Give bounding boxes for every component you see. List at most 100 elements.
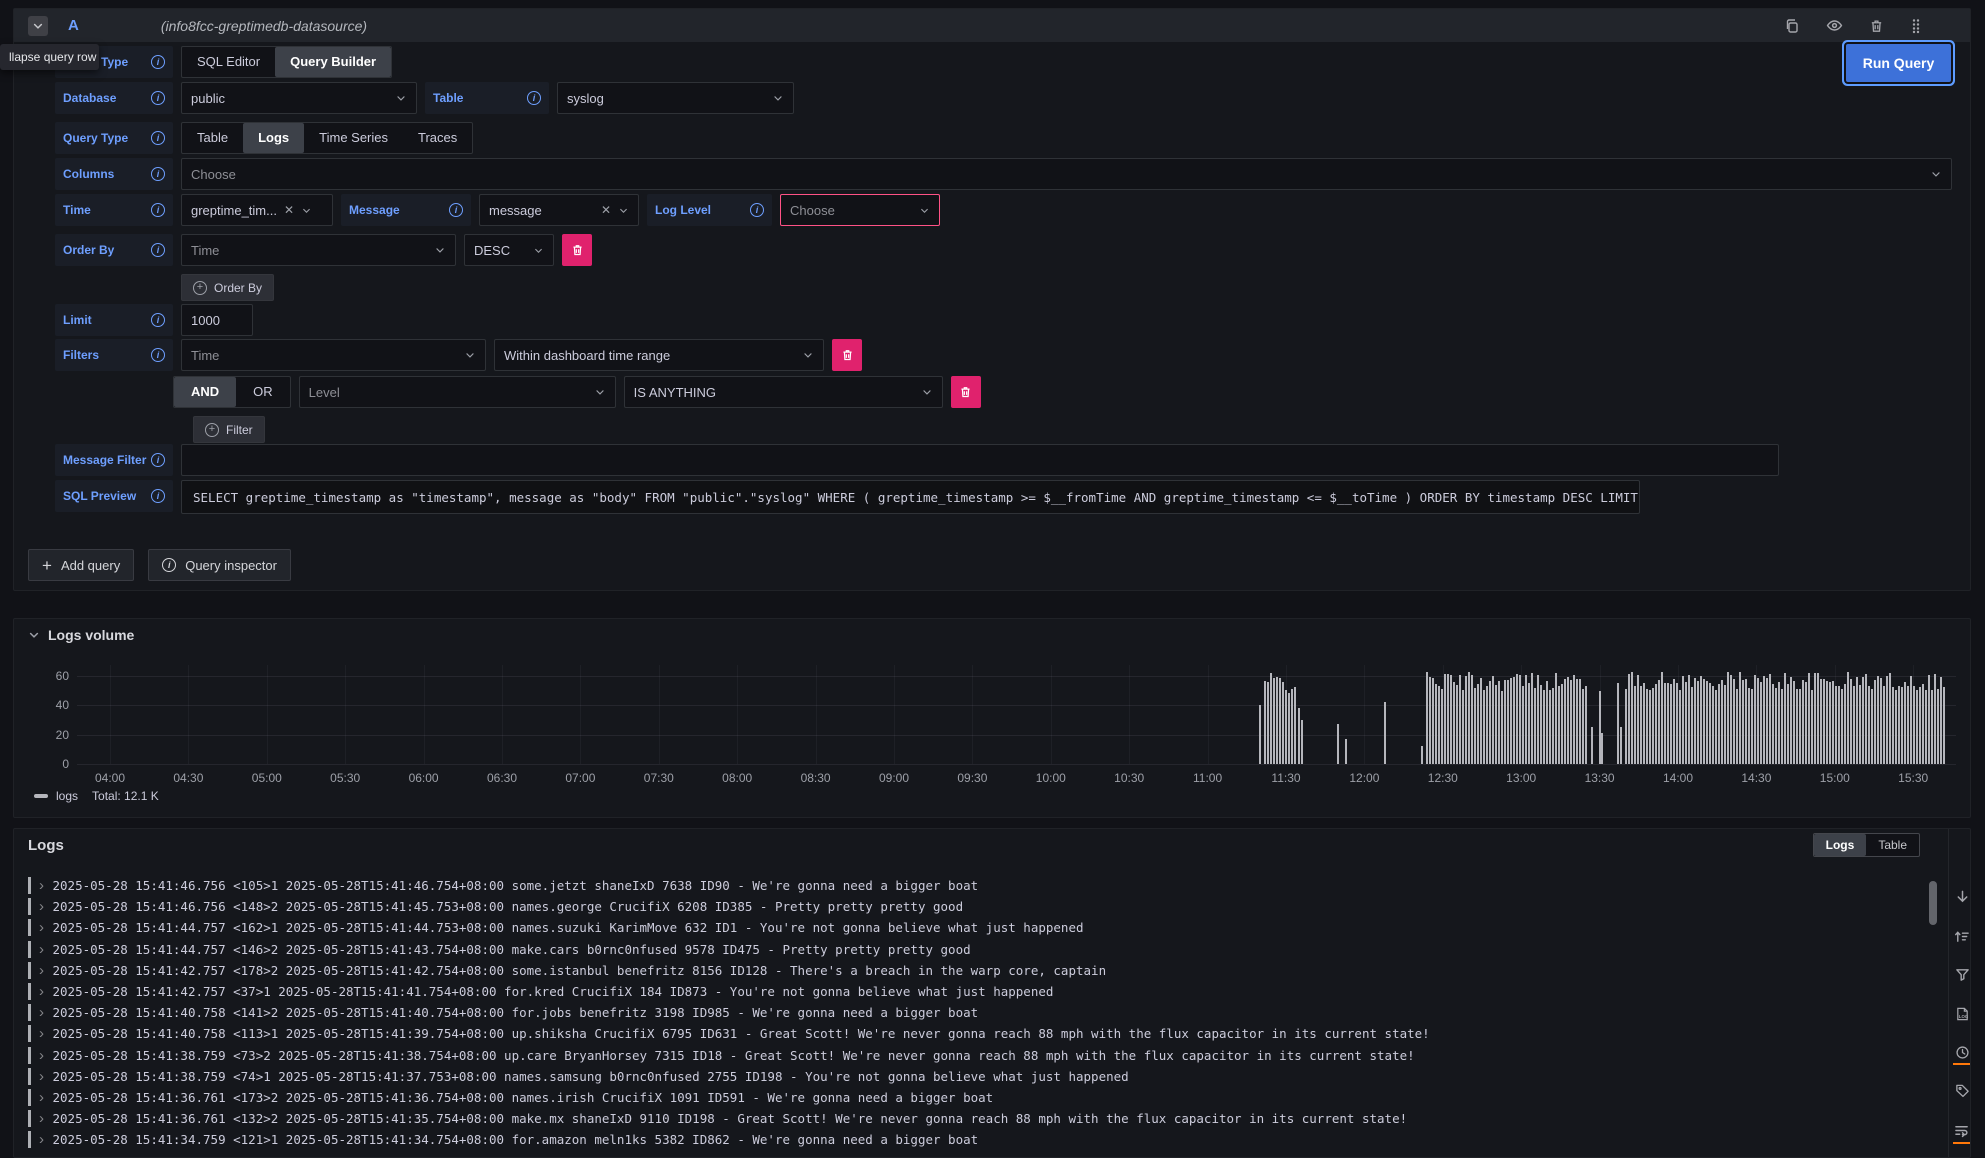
database-select[interactable]: public — [181, 82, 417, 114]
filter-operator-select[interactable]: Within dashboard time range — [494, 339, 824, 371]
info-icon[interactable]: i — [449, 203, 463, 217]
log-row[interactable]: › 2025-05-28 15:41:34.759 <121>1 2025-05-… — [28, 1129, 1918, 1150]
expand-log-row-icon[interactable]: › — [39, 1131, 44, 1149]
tab-sql-editor[interactable]: SQL Editor — [197, 54, 261, 69]
log-level-bar — [28, 961, 31, 979]
tab-query-builder[interactable]: Query Builder — [275, 47, 392, 77]
tab-traces[interactable]: Traces — [418, 130, 458, 145]
time-column-select[interactable]: greptime_tim... ✕ — [181, 194, 333, 226]
columns-select[interactable]: Choose — [181, 158, 1952, 190]
drag-handle-icon[interactable] — [1910, 18, 1922, 34]
expand-log-row-icon[interactable]: › — [39, 961, 44, 979]
remove-filter2-button[interactable] — [950, 376, 981, 408]
log-row[interactable]: › 2025-05-28 15:41:42.757 <178>2 2025-05-… — [28, 960, 1918, 981]
clear-icon[interactable]: ✕ — [283, 203, 295, 217]
log-row[interactable]: › 2025-05-28 15:41:44.757 <146>2 2025-05-… — [28, 939, 1918, 960]
expand-log-row-icon[interactable]: › — [39, 877, 44, 895]
expand-log-row-icon[interactable]: › — [39, 1025, 44, 1043]
hide-response-icon[interactable] — [1826, 17, 1843, 34]
query-row-header[interactable]: A (info8fcc-greptimedb-datasource) — [14, 9, 1970, 42]
filter2-field-select[interactable]: Level — [298, 376, 616, 408]
expand-log-row-icon[interactable]: › — [39, 983, 44, 1001]
expand-log-row-icon[interactable]: › — [39, 1088, 44, 1106]
legend-series-name[interactable]: logs — [56, 789, 79, 803]
volume-bar — [1871, 689, 1874, 764]
info-icon[interactable]: i — [750, 203, 764, 217]
volume-bar — [1919, 686, 1922, 764]
query-inspector-button[interactable]: i Query inspector — [148, 549, 291, 581]
order-by-field-select[interactable]: Time — [181, 234, 456, 266]
log-row[interactable]: › 2025-05-28 15:41:36.761 <173>2 2025-05-… — [28, 1087, 1918, 1108]
log-row[interactable]: › 2025-05-28 15:41:46.756 <105>1 2025-05-… — [28, 875, 1918, 896]
or-option[interactable]: OR — [253, 384, 273, 399]
volume-bar — [1501, 690, 1504, 764]
log-row[interactable]: › 2025-05-28 15:41:40.758 <113>1 2025-05-… — [28, 1023, 1918, 1044]
expand-log-row-icon[interactable]: › — [39, 919, 44, 937]
remove-query-icon[interactable] — [1869, 18, 1884, 34]
tab-logs[interactable]: Logs — [243, 123, 305, 153]
table-select[interactable]: syslog — [557, 82, 794, 114]
scroll-to-bottom-icon[interactable] — [1953, 887, 1970, 905]
log-row[interactable]: › 2025-05-28 15:41:44.757 <162>1 2025-05-… — [28, 917, 1918, 938]
logs-scrollbar[interactable] — [1929, 881, 1937, 925]
info-icon[interactable]: i — [151, 131, 165, 145]
info-icon[interactable]: i — [151, 91, 165, 105]
volume-bar — [1471, 675, 1474, 764]
volume-bar — [1774, 688, 1777, 764]
volume-bar — [1781, 689, 1783, 764]
log-row[interactable]: › 2025-05-28 15:41:42.757 <37>1 2025-05-2… — [28, 981, 1918, 1002]
info-icon[interactable]: i — [151, 348, 165, 362]
info-icon[interactable]: i — [151, 55, 165, 69]
log-row[interactable]: › 2025-05-28 15:41:38.759 <74>1 2025-05-2… — [28, 1066, 1918, 1087]
expand-log-row-icon[interactable]: › — [39, 1067, 44, 1085]
tab-time-series[interactable]: Time Series — [319, 130, 389, 145]
logs-volume-header[interactable]: Logs volume — [28, 627, 134, 643]
collapse-query-row-button[interactable] — [28, 15, 48, 36]
log-row[interactable]: › 2025-05-28 15:41:36.761 <132>2 2025-05-… — [28, 1108, 1918, 1129]
info-icon[interactable]: i — [527, 91, 541, 105]
log-row[interactable]: › 2025-05-28 15:41:38.759 <73>2 2025-05-2… — [28, 1045, 1918, 1066]
info-icon[interactable]: i — [151, 313, 165, 327]
add-filter-button[interactable]: + Filter — [193, 416, 265, 443]
info-icon[interactable]: i — [151, 203, 165, 217]
filter-field-select[interactable]: Time — [181, 339, 486, 371]
filter-logs-icon[interactable] — [1953, 965, 1970, 983]
add-order-by-button[interactable]: + Order By — [181, 274, 275, 301]
info-icon[interactable]: i — [151, 489, 165, 503]
info-icon[interactable]: i — [151, 167, 165, 181]
log-level-select[interactable]: Choose — [780, 194, 940, 226]
expand-log-row-icon[interactable]: › — [39, 940, 44, 958]
message-column-select[interactable]: message ✕ — [479, 194, 639, 226]
duplicate-query-icon[interactable] — [1784, 18, 1800, 34]
add-query-button[interactable]: + Add query — [28, 549, 135, 581]
remove-filter-button[interactable] — [832, 339, 862, 371]
show-labels-icon[interactable] — [1953, 1081, 1970, 1099]
filter2-operator-select[interactable]: IS ANYTHING — [623, 376, 943, 408]
volume-bar — [1450, 674, 1453, 764]
log-row[interactable]: › 2025-05-28 15:41:46.756 <148>2 2025-05-… — [28, 896, 1918, 917]
clear-icon[interactable]: ✕ — [600, 203, 611, 217]
run-query-button[interactable]: Run Query — [1846, 44, 1951, 82]
expand-log-row-icon[interactable]: › — [39, 1046, 44, 1064]
sort-logs-icon[interactable] — [1953, 927, 1970, 945]
remove-order-by-button[interactable] — [562, 234, 592, 266]
tab-table[interactable]: Table — [197, 130, 229, 145]
gridline — [972, 665, 974, 764]
volume-bar — [1928, 675, 1931, 764]
info-icon[interactable]: i — [151, 453, 165, 467]
and-option[interactable]: AND — [174, 377, 237, 407]
limit-input[interactable]: 1000 — [181, 304, 253, 336]
wrap-lines-icon[interactable] — [1953, 1121, 1970, 1139]
info-icon[interactable]: i — [151, 243, 165, 257]
toggle-logs[interactable]: Logs — [1813, 834, 1867, 856]
show-time-icon[interactable] — [1953, 1043, 1970, 1061]
message-filter-input[interactable] — [181, 444, 1779, 476]
toggle-table[interactable]: Table — [1878, 838, 1907, 852]
expand-log-row-icon[interactable]: › — [39, 1004, 44, 1022]
expand-log-row-icon[interactable]: › — [39, 898, 44, 916]
log-details-icon[interactable]: LOG — [1953, 1005, 1970, 1023]
order-by-direction-select[interactable]: DESC — [464, 234, 554, 266]
log-row[interactable]: › 2025-05-28 15:41:40.758 <141>2 2025-05-… — [28, 1002, 1918, 1023]
tooltip-collapse-query-row: llapse query row — [0, 44, 99, 70]
expand-log-row-icon[interactable]: › — [39, 1110, 44, 1128]
